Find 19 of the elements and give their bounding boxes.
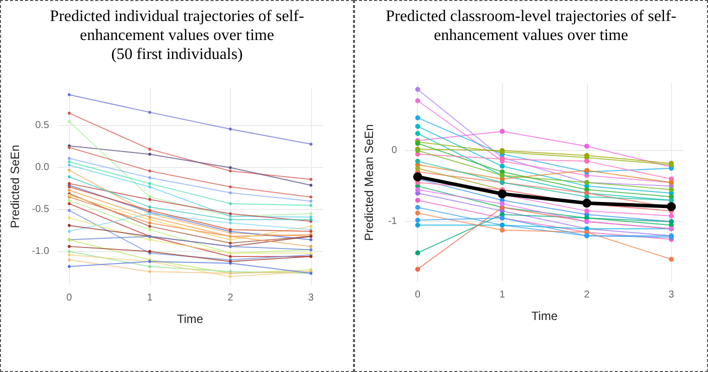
y-axis-title: Predicted Mean SeEn — [362, 124, 376, 241]
y-axis-title: Predicted SeEn — [8, 144, 22, 228]
chart-title: Predicted classroom-level trajectories of self-enhancement values over time — [384, 7, 678, 45]
y-tick-label: -1 — [388, 216, 398, 228]
y-tick-label: -1.0 — [32, 246, 50, 257]
x-axis-title: Time — [176, 312, 204, 326]
x-tick-label: 0 — [414, 290, 421, 300]
x-tick-label: 0 — [66, 292, 72, 304]
y-tick-label: 0.5 — [35, 120, 50, 132]
x-tick-label: 2 — [584, 290, 590, 300]
y-tick-label: 0.0 — [35, 162, 50, 174]
x-axis-title: Time — [531, 309, 558, 323]
x-tick-label: 2 — [228, 292, 234, 304]
x-tick-label: 1 — [499, 290, 506, 300]
x-tick-label: 1 — [147, 292, 153, 304]
y-tick-label: -0.5 — [32, 204, 50, 216]
x-tick-label: 3 — [308, 292, 314, 304]
chart-title: Predicted individual trajectories of self-enhancement values over time (50 first individuals) — [48, 7, 306, 64]
x-tick-label: 3 — [668, 290, 675, 300]
